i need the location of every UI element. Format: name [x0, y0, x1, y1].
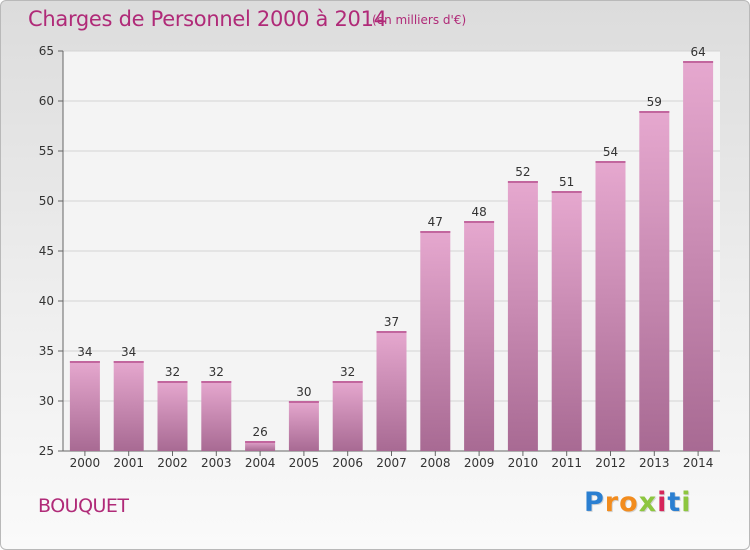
chart-unit-note: (en milliers d'€)	[372, 13, 467, 27]
bar-value-label: 51	[559, 175, 574, 189]
y-tick-label: 45	[39, 244, 54, 258]
x-tick-label: 2011	[551, 456, 582, 470]
chart-title: Charges de Personnel 2000 à 2014	[28, 7, 387, 31]
commune-name: BOUQUET	[38, 495, 129, 517]
bar-value-label: 48	[471, 205, 486, 219]
x-tick-label: 2005	[289, 456, 320, 470]
x-tick-label: 2001	[113, 456, 144, 470]
bar	[69, 361, 100, 451]
bar-top-edge	[113, 361, 144, 363]
bar-value-label: 34	[121, 345, 136, 359]
x-tick-label: 2010	[508, 456, 539, 470]
logo-letter: x	[638, 487, 658, 518]
x-tick-label: 2013	[639, 456, 670, 470]
bar-top-edge	[507, 181, 538, 183]
bar-top-edge	[376, 331, 407, 333]
x-tick-label: 2009	[464, 456, 495, 470]
bar-value-label: 32	[209, 365, 224, 379]
x-tick-label: 2014	[683, 456, 714, 470]
bar-value-label: 52	[515, 165, 530, 179]
bar	[201, 381, 232, 451]
logo-letter: o	[619, 487, 639, 518]
logo-letter: i	[681, 487, 692, 518]
bar-top-edge	[69, 361, 100, 363]
y-tick-label: 25	[39, 444, 54, 458]
bar-top-edge	[683, 61, 714, 63]
x-tick-label: 2003	[201, 456, 232, 470]
x-tick-label: 2004	[245, 456, 276, 470]
bar	[113, 361, 144, 451]
proxiti-logo[interactable]: Proxiti	[584, 487, 692, 518]
x-tick-label: 2008	[420, 456, 451, 470]
x-tick-label: 2007	[376, 456, 407, 470]
bar-value-label: 26	[252, 425, 267, 439]
x-tick-label: 2002	[157, 456, 188, 470]
bar	[245, 441, 276, 451]
bar	[683, 61, 714, 451]
y-tick-label: 60	[39, 94, 54, 108]
y-tick-label: 55	[39, 144, 54, 158]
y-tick-label: 40	[39, 294, 54, 308]
bar-top-edge	[551, 191, 582, 193]
y-tick-label: 65	[39, 44, 54, 58]
logo-letter: P	[584, 487, 605, 518]
bar	[507, 181, 538, 451]
bar	[420, 231, 451, 451]
bar-top-edge	[201, 381, 232, 383]
logo-letter: r	[604, 487, 620, 518]
bar-value-label: 34	[77, 345, 92, 359]
bar-top-edge	[420, 231, 451, 233]
bar	[639, 111, 670, 451]
bar	[595, 161, 626, 451]
bar-top-edge	[288, 401, 319, 403]
logo-letter: i	[657, 487, 668, 518]
y-tick-label: 50	[39, 194, 54, 208]
y-tick-label: 35	[39, 344, 54, 358]
bar	[376, 331, 407, 451]
bar-top-edge	[332, 381, 363, 383]
bar	[551, 191, 582, 451]
bar-value-label: 54	[603, 145, 618, 159]
bar-top-edge	[157, 381, 188, 383]
bar-value-label: 59	[647, 95, 662, 109]
bar-top-edge	[639, 111, 670, 113]
bar-top-edge	[464, 221, 495, 223]
bar-top-edge	[595, 161, 626, 163]
bar	[157, 381, 188, 451]
logo-letter: t	[667, 487, 682, 518]
bar	[332, 381, 363, 451]
x-tick-label: 2006	[332, 456, 363, 470]
bar	[288, 401, 319, 451]
bar-value-label: 47	[428, 215, 443, 229]
bar-value-label: 32	[340, 365, 355, 379]
bar	[464, 221, 495, 451]
bar-value-label: 37	[384, 315, 399, 329]
y-tick-label: 30	[39, 394, 54, 408]
bar-value-label: 30	[296, 385, 311, 399]
bar-top-edge	[245, 441, 276, 443]
x-tick-label: 2012	[595, 456, 626, 470]
x-tick-label: 2000	[70, 456, 101, 470]
bar-value-label: 64	[690, 45, 705, 59]
bar-value-label: 32	[165, 365, 180, 379]
